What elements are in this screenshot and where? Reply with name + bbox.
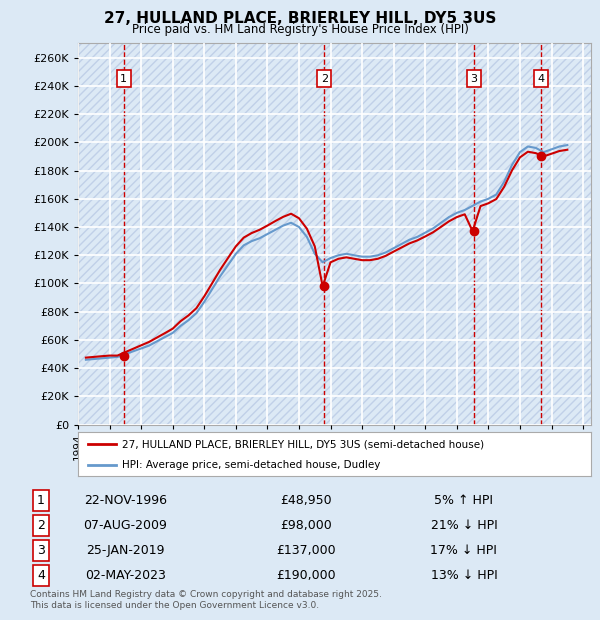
- Text: 07-AUG-2009: 07-AUG-2009: [83, 519, 167, 532]
- Text: 3: 3: [470, 74, 477, 84]
- Text: 1: 1: [37, 494, 45, 507]
- Text: 3: 3: [37, 544, 45, 557]
- Text: 2: 2: [320, 74, 328, 84]
- Text: £98,000: £98,000: [280, 519, 332, 532]
- Text: 25-JAN-2019: 25-JAN-2019: [86, 544, 165, 557]
- Text: 27, HULLAND PLACE, BRIERLEY HILL, DY5 3US (semi-detached house): 27, HULLAND PLACE, BRIERLEY HILL, DY5 3U…: [122, 439, 484, 449]
- Text: 2: 2: [37, 519, 45, 532]
- Text: £190,000: £190,000: [276, 569, 336, 582]
- Text: 4: 4: [538, 74, 545, 84]
- Text: £48,950: £48,950: [280, 494, 332, 507]
- Text: 13% ↓ HPI: 13% ↓ HPI: [431, 569, 497, 582]
- Text: 5% ↑ HPI: 5% ↑ HPI: [434, 494, 493, 507]
- Text: Contains HM Land Registry data © Crown copyright and database right 2025.
This d: Contains HM Land Registry data © Crown c…: [30, 590, 382, 609]
- Text: £137,000: £137,000: [276, 544, 336, 557]
- Text: 22-NOV-1996: 22-NOV-1996: [84, 494, 167, 507]
- Text: 02-MAY-2023: 02-MAY-2023: [85, 569, 166, 582]
- Text: Price paid vs. HM Land Registry's House Price Index (HPI): Price paid vs. HM Land Registry's House …: [131, 23, 469, 36]
- Text: 1: 1: [120, 74, 127, 84]
- Text: 4: 4: [37, 569, 45, 582]
- Text: HPI: Average price, semi-detached house, Dudley: HPI: Average price, semi-detached house,…: [122, 460, 380, 470]
- Text: 21% ↓ HPI: 21% ↓ HPI: [431, 519, 497, 532]
- Text: 17% ↓ HPI: 17% ↓ HPI: [430, 544, 497, 557]
- Text: 27, HULLAND PLACE, BRIERLEY HILL, DY5 3US: 27, HULLAND PLACE, BRIERLEY HILL, DY5 3U…: [104, 11, 496, 26]
